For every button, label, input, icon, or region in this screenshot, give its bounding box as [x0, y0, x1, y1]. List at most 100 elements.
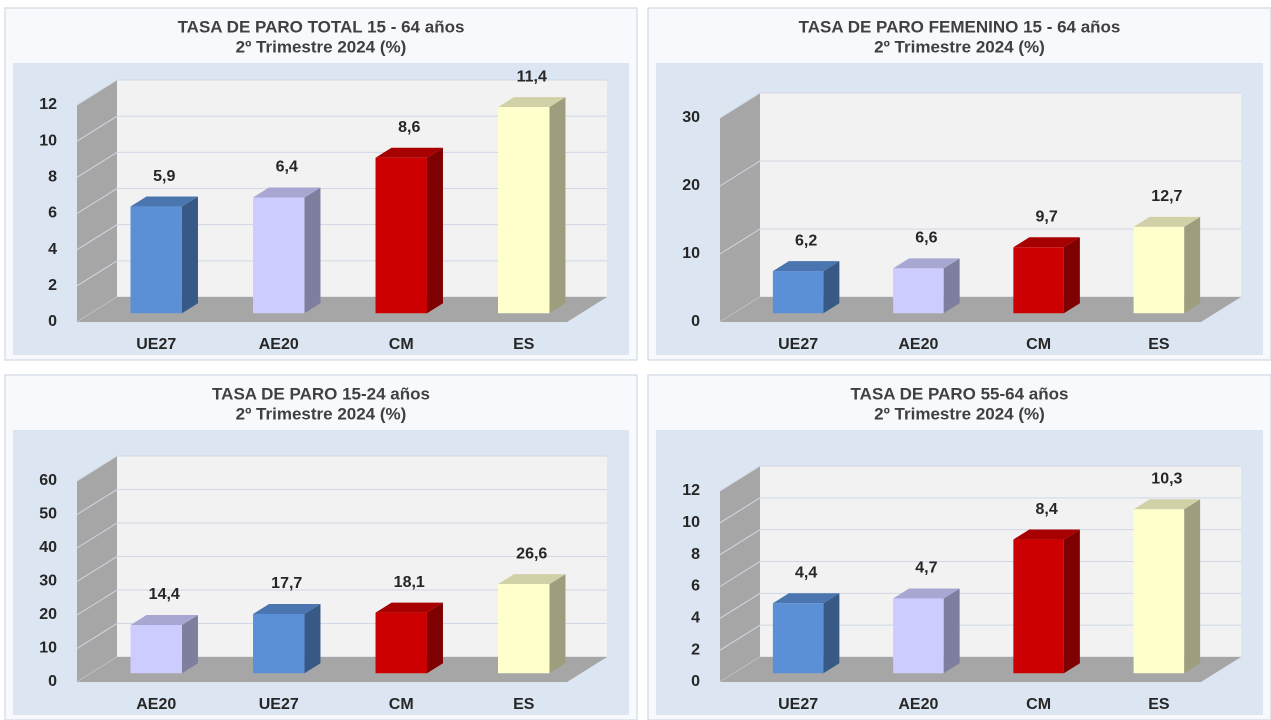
value-label: 8,6	[398, 119, 420, 136]
grid-line	[719, 592, 1241, 619]
side-wall	[720, 93, 760, 322]
value-label: 10,3	[1151, 471, 1182, 488]
bar-side	[304, 187, 321, 314]
bar-top	[375, 147, 443, 158]
bar-side	[549, 97, 566, 314]
bar-top	[130, 615, 198, 626]
bar-top	[498, 97, 566, 108]
y-tick-label: 2	[48, 277, 57, 294]
chart-subtitle: 2º Trimestre 2024 (%)	[236, 37, 407, 56]
y-tick-label: 12	[39, 96, 57, 113]
y-tick-label: 40	[39, 539, 57, 556]
grid-line	[76, 224, 607, 251]
bar-top	[893, 258, 960, 269]
grid-line	[76, 589, 607, 616]
value-label: 6,4	[276, 159, 298, 176]
bar	[893, 268, 944, 314]
chart-title: TASA DE PARO TOTAL 15 - 64 años	[178, 17, 465, 36]
grid-line	[76, 188, 607, 214]
y-tick-label: 0	[691, 673, 700, 690]
x-tick-label: UE27	[259, 696, 299, 713]
y-tick-label: 12	[682, 482, 700, 499]
y-tick-label: 0	[48, 673, 57, 690]
value-label: 12,7	[1151, 188, 1182, 205]
bar-top	[772, 261, 840, 272]
bar	[1133, 226, 1185, 314]
x-tick-label: ES	[1148, 696, 1170, 713]
bar-side	[1184, 216, 1201, 314]
value-label: 18,1	[394, 574, 425, 591]
y-tick-label: 0	[48, 313, 57, 330]
grid-line	[76, 556, 607, 582]
bar-side	[1063, 529, 1080, 674]
bar	[498, 107, 550, 314]
bar	[375, 157, 427, 314]
bar-top	[1133, 216, 1201, 227]
x-tick-label: UE27	[136, 336, 176, 353]
bar-side	[549, 574, 566, 674]
y-tick-label: 10	[682, 245, 700, 262]
bar	[893, 598, 944, 674]
x-tick-label: AE20	[259, 336, 299, 353]
y-tick-label: 10	[39, 132, 57, 149]
y-tick-label: 6	[691, 578, 700, 595]
value-label: 5,9	[153, 168, 175, 185]
y-tick-label: 20	[682, 177, 700, 194]
value-label: 6,2	[795, 232, 817, 249]
bar-top	[375, 602, 443, 613]
y-tick-label: 30	[39, 573, 57, 590]
value-label: 6,6	[915, 230, 937, 247]
bar-top	[498, 574, 566, 585]
grid-line	[76, 522, 607, 549]
chart-title: TASA DE PARO FEMENINO 15 - 64 años	[799, 17, 1121, 36]
value-label: 14,4	[149, 586, 180, 603]
y-tick-label: 10	[682, 514, 700, 531]
x-tick-label: AE20	[898, 336, 938, 353]
value-label: 11,4	[517, 68, 547, 85]
bar-top	[893, 588, 960, 599]
grid-line	[719, 160, 1241, 187]
grid-line	[76, 623, 607, 649]
value-label: 26,6	[516, 545, 547, 562]
y-tick-label: 8	[691, 546, 700, 563]
y-tick-label: 0	[691, 313, 700, 330]
floor	[77, 657, 607, 682]
bar-side	[181, 615, 198, 674]
bar-top	[772, 593, 840, 604]
x-tick-label: CM	[389, 696, 414, 713]
x-tick-label: CM	[1026, 696, 1051, 713]
x-tick-label: UE27	[778, 336, 818, 353]
bar-top	[253, 603, 321, 614]
bar	[1013, 539, 1064, 674]
bar-side	[823, 593, 840, 674]
bar	[1013, 247, 1064, 314]
bar	[375, 612, 427, 674]
grid-line	[719, 465, 1241, 492]
x-tick-label: AE20	[136, 696, 176, 713]
bar-top	[130, 196, 198, 207]
y-tick-label: 50	[39, 506, 57, 523]
y-tick-label: 20	[39, 606, 57, 623]
x-tick-label: CM	[1026, 336, 1051, 353]
bar-side	[943, 258, 960, 314]
grid-line	[76, 489, 607, 515]
bar-side	[1184, 499, 1201, 674]
x-tick-label: ES	[1148, 336, 1170, 353]
x-tick-label: ES	[513, 696, 535, 713]
bar-side	[426, 602, 443, 674]
value-label: 8,4	[1036, 501, 1058, 518]
floor	[720, 657, 1241, 682]
y-tick-label: 60	[39, 472, 57, 489]
x-tick-label: CM	[389, 336, 414, 353]
y-tick-label: 10	[39, 640, 57, 657]
bar-top	[1013, 237, 1080, 248]
grid-line	[719, 529, 1241, 556]
value-label: 17,7	[271, 575, 302, 592]
grid-line	[719, 624, 1241, 651]
bar	[498, 584, 550, 674]
